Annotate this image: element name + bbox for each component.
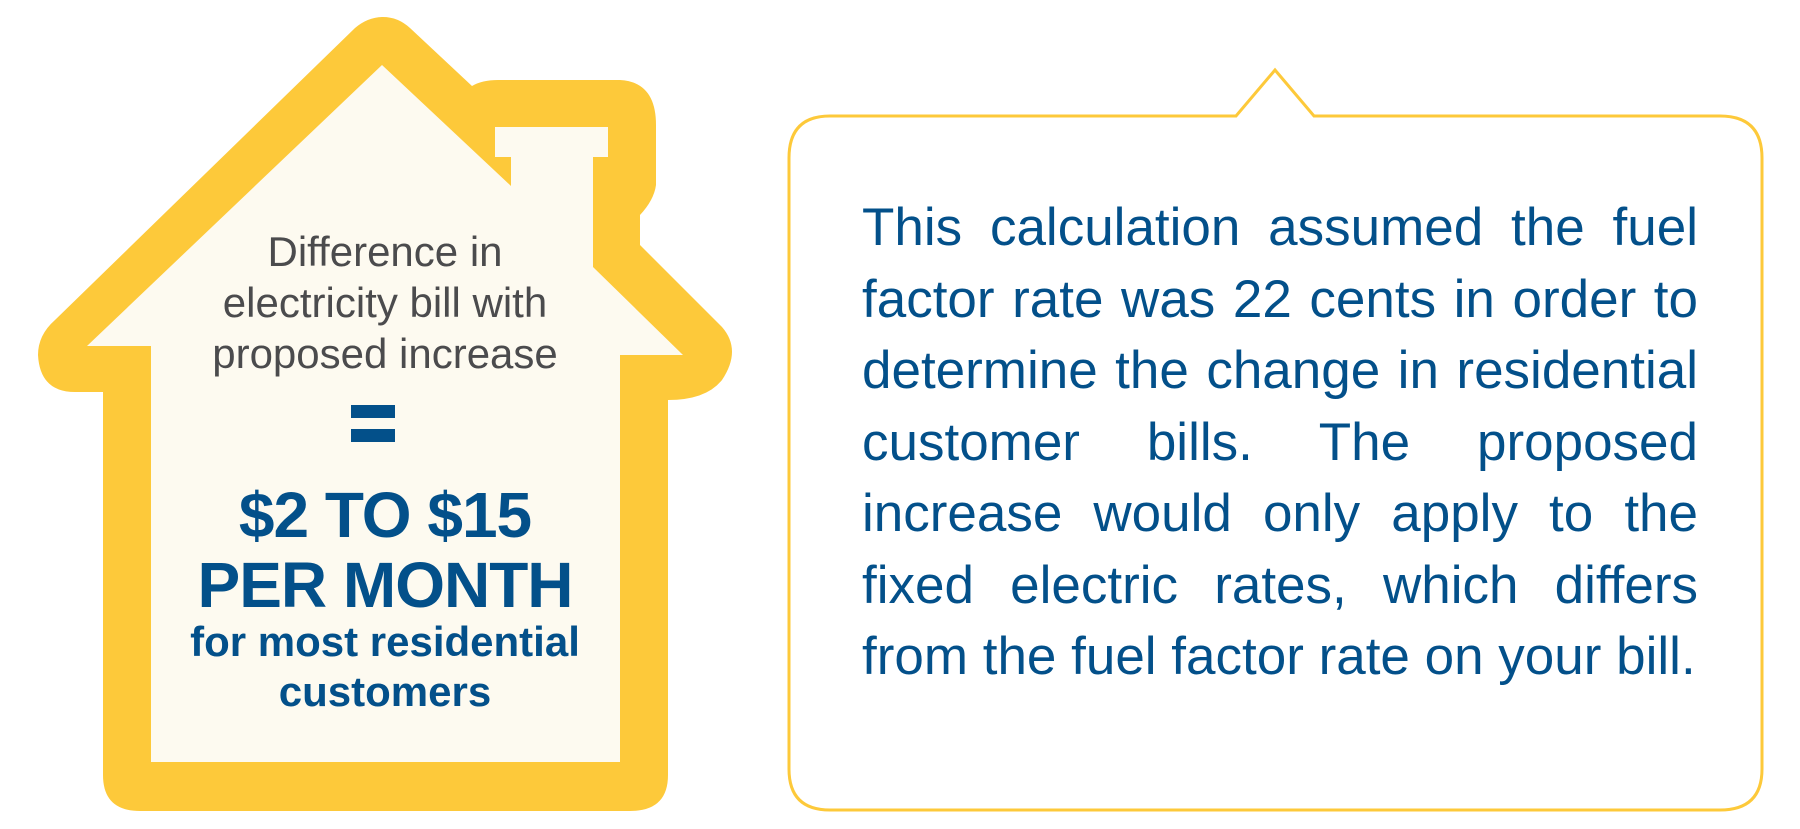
house-lead-text: Difference in electricity bill with prop… [150,226,620,379]
headline-line: PER MONTH [197,549,574,621]
lead-line: proposed increase [212,330,558,377]
headline-line: $2 TO $15 [238,479,532,551]
headline-subtext: for most residential customers [150,617,620,717]
sub-line: customers [278,668,492,715]
lead-line: electricity bill with [222,279,548,326]
sub-line: for most residential [190,618,580,665]
equals-bar-top [351,405,395,418]
headline-amount: $2 TO $15 PER MONTH [150,480,620,620]
callout-border-shape [787,67,1764,812]
equals-bar-bottom [351,429,395,442]
callout-body-text: This calculation assumed the fuel factor… [862,198,1698,686]
lead-line: Difference in [267,228,503,275]
